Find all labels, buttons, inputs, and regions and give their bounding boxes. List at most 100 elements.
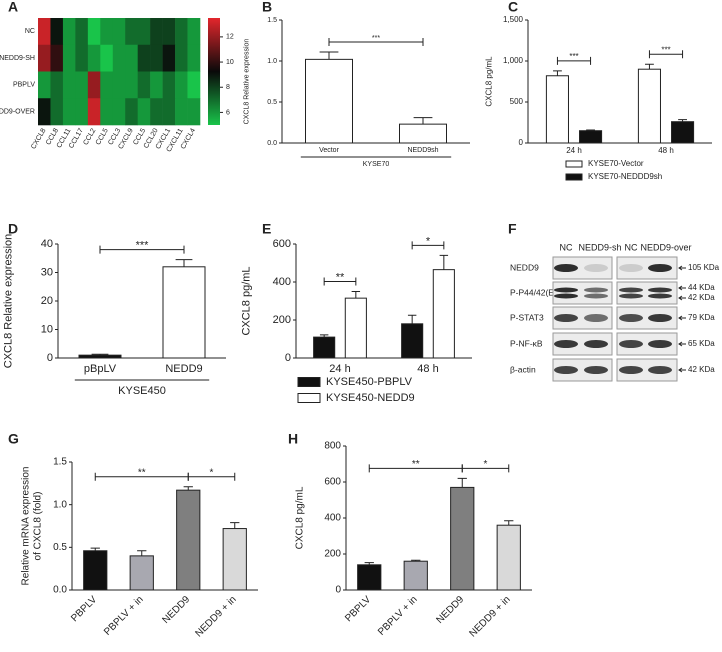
error-bar (364, 562, 374, 565)
x-tick-label: NEDD9 (160, 594, 192, 626)
y-tick-label: 200 (273, 314, 291, 326)
lane-label: NEDD9-sh (578, 242, 621, 252)
size-arrow (678, 367, 686, 373)
error-bar (413, 117, 433, 125)
bar (162, 266, 206, 359)
y-tick-label: 0 (519, 138, 524, 147)
heatmap-cell (187, 71, 201, 99)
blot-box (616, 306, 678, 330)
heatmap-cell (150, 98, 163, 126)
heatmap-cell (125, 44, 138, 72)
colorbar (208, 18, 220, 125)
y-axis-label: CXCL8 pg/mL (240, 266, 252, 335)
significance-label: *** (661, 45, 670, 54)
y-tick-label: 1,000 (503, 56, 524, 65)
y-tick-label: 800 (324, 441, 341, 452)
x-tick-label: NEDD9 + in (467, 594, 512, 639)
y-tick-label: 0.0 (53, 585, 67, 596)
heatmap-cell (125, 98, 138, 126)
y-tick-label: 40 (41, 238, 53, 250)
significance-bracket (323, 277, 357, 286)
blot-band (554, 287, 578, 293)
x-tick-label: 24 h (566, 146, 582, 155)
row-label: PBPLV (13, 82, 35, 89)
size-label: 105 KDa (688, 263, 720, 272)
error-bar (407, 314, 417, 324)
heatmap-cell (175, 18, 188, 46)
significance-label: *** (569, 52, 578, 61)
y-tick-label: 0 (47, 352, 53, 364)
y-axis-label: CXCL8 Relative expression (2, 234, 14, 369)
legend-swatch (297, 393, 321, 403)
blot-band (584, 340, 608, 348)
heatmap-cell (75, 98, 89, 126)
error-bar (439, 254, 449, 270)
blot-box (616, 281, 678, 305)
heatmap-cell (100, 71, 114, 99)
y-axis-label: CXCL8 pg/mL (295, 486, 306, 549)
error-bar (678, 119, 687, 122)
heatmap-cell (50, 98, 64, 126)
y-axis-label: of CXCL8 (fold) (33, 492, 44, 561)
heatmap-cell (112, 98, 126, 126)
row-label: NEDD9-OVER (0, 108, 35, 115)
heatmap-cell (38, 71, 51, 99)
blot-box (552, 358, 613, 382)
blot-band (584, 314, 608, 322)
heatmap-cell (87, 44, 101, 72)
y-tick-label: 1.5 (267, 17, 277, 24)
heatmap-cell (75, 44, 89, 72)
legend-label: KYSE70-NEDDD9sh (588, 172, 662, 181)
heatmap-cell (38, 44, 51, 72)
x-tick-label: 24 h (329, 363, 350, 375)
x-tick-label: 48 h (417, 363, 438, 375)
heatmap-cell (100, 18, 114, 46)
heatmap-cell (137, 44, 151, 72)
significance-bracket (556, 56, 592, 65)
blot-band (619, 293, 643, 299)
significance-bracket (648, 50, 684, 59)
heatmap-cell (87, 18, 101, 46)
legend-swatch (297, 377, 321, 387)
error-bar (411, 559, 421, 562)
y-tick-label: 500 (510, 97, 524, 106)
bar (222, 528, 247, 591)
y-tick-label: 0.0 (267, 140, 277, 147)
blot-box (616, 358, 678, 382)
y-tick-label: 1.0 (53, 499, 67, 510)
bar (176, 489, 201, 591)
x-tick-label: NEDD9sh (407, 147, 438, 154)
y-tick-label: 10 (41, 323, 53, 335)
heatmap-cell (38, 18, 51, 46)
blot-band (648, 340, 672, 348)
heatmap-cell (50, 44, 64, 72)
heatmap-cell (125, 71, 138, 99)
legend-label: KYSE70-Vector (588, 159, 644, 168)
heatmap-cell (50, 71, 64, 99)
y-tick-label: 200 (324, 549, 341, 560)
heatmap-cell (87, 71, 101, 99)
blot-band (554, 264, 578, 272)
panel-label: C (508, 0, 518, 15)
panel-label: G (8, 431, 19, 447)
bar (83, 550, 108, 591)
blot-band (619, 340, 643, 348)
size-arrow (678, 315, 686, 321)
heatmap-cell (62, 98, 76, 126)
y-tick-label: 1.0 (267, 58, 277, 65)
heatmap-cell (62, 18, 76, 46)
bar (545, 75, 569, 144)
bar (432, 269, 455, 359)
heatmap-cell (137, 98, 151, 126)
significance-label: *** (136, 240, 150, 252)
blot-band (554, 340, 578, 348)
blot-band (619, 366, 643, 374)
blot-band (554, 293, 578, 299)
heatmap-cell (175, 98, 188, 126)
error-bar (586, 129, 595, 131)
bar (496, 524, 521, 591)
y-tick-label: 0 (335, 585, 341, 596)
blot-box (552, 281, 613, 305)
protein-label: P-NF-κB (510, 338, 543, 348)
y-tick-label: 1.5 (53, 457, 67, 468)
